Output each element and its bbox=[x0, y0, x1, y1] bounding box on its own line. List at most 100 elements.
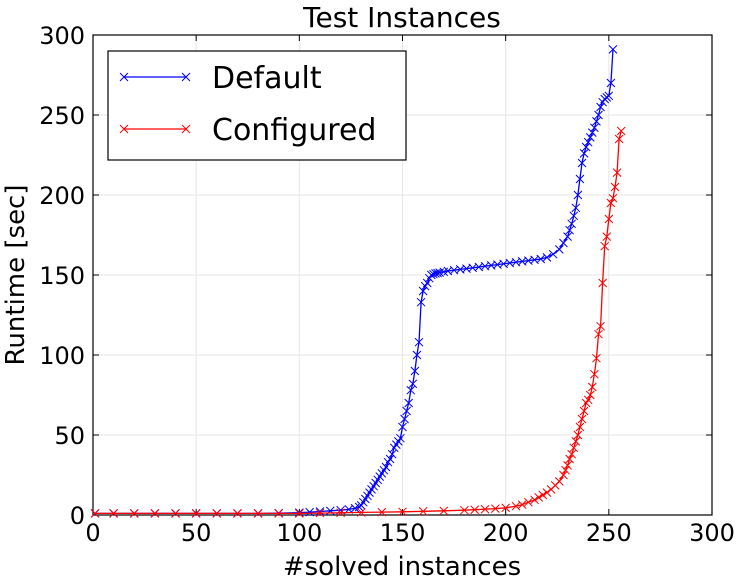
x-tick-label: 0 bbox=[85, 519, 100, 547]
data-point bbox=[563, 232, 572, 241]
data-point bbox=[583, 395, 593, 405]
data-point bbox=[253, 509, 263, 518]
data-point bbox=[592, 117, 601, 126]
data-point bbox=[480, 504, 490, 514]
data-point bbox=[381, 462, 391, 472]
data-point bbox=[616, 126, 626, 136]
y-tick-label: 50 bbox=[54, 422, 85, 450]
data-point bbox=[571, 437, 581, 446]
series-layer bbox=[90, 45, 626, 518]
data-point bbox=[470, 505, 480, 515]
axis-ticks: 0 50 100 150 200 250 300 0 50 100 150 200 250 300 bbox=[39, 22, 735, 547]
data-point bbox=[408, 379, 418, 389]
data-point bbox=[501, 503, 511, 513]
data-point bbox=[274, 509, 284, 518]
data-point bbox=[604, 91, 614, 101]
data-point bbox=[567, 449, 577, 459]
data-point bbox=[233, 509, 242, 518]
data-point bbox=[577, 158, 587, 168]
data-point bbox=[554, 477, 564, 486]
legend-marker bbox=[119, 72, 129, 82]
y-tick-label: 100 bbox=[39, 342, 85, 370]
data-point bbox=[387, 449, 397, 459]
data-point bbox=[418, 286, 428, 296]
data-point bbox=[585, 390, 595, 400]
x-tick-label: 250 bbox=[586, 519, 632, 547]
data-point bbox=[612, 168, 622, 177]
data-point bbox=[404, 398, 414, 408]
data-point bbox=[579, 406, 589, 416]
data-point bbox=[396, 433, 405, 443]
data-point bbox=[150, 509, 160, 518]
data-point bbox=[400, 414, 409, 424]
data-point bbox=[305, 507, 315, 517]
data-point bbox=[587, 382, 597, 392]
legend: Default Configured bbox=[107, 50, 407, 161]
x-tick-label: 50 bbox=[181, 519, 212, 547]
legend-label-default: Default bbox=[212, 61, 322, 96]
data-point bbox=[530, 495, 539, 505]
data-point bbox=[583, 137, 593, 147]
data-point bbox=[517, 500, 527, 509]
data-point bbox=[294, 509, 304, 518]
data-point bbox=[559, 470, 568, 480]
data-point bbox=[129, 509, 139, 518]
data-point bbox=[561, 465, 570, 475]
data-point bbox=[606, 78, 616, 88]
data-point bbox=[604, 214, 614, 224]
legend-marker bbox=[119, 124, 129, 134]
data-point bbox=[606, 198, 616, 208]
data-point bbox=[573, 430, 583, 440]
data-point bbox=[573, 190, 583, 200]
data-point bbox=[565, 454, 574, 464]
data-point bbox=[406, 385, 416, 395]
x-tick-label: 150 bbox=[380, 519, 426, 547]
data-point bbox=[402, 406, 411, 416]
data-point bbox=[571, 203, 581, 213]
data-point bbox=[439, 506, 449, 516]
y-tick-label: 250 bbox=[39, 102, 85, 130]
data-point bbox=[315, 507, 325, 516]
data-point bbox=[565, 225, 574, 235]
data-point bbox=[575, 174, 585, 184]
data-point bbox=[536, 254, 546, 264]
data-point bbox=[600, 241, 610, 251]
data-point bbox=[587, 128, 597, 137]
y-tick-label: 0 bbox=[70, 502, 85, 530]
data-point bbox=[212, 509, 222, 518]
x-tick-label: 300 bbox=[689, 519, 735, 547]
x-tick-label: 200 bbox=[483, 519, 529, 547]
data-point bbox=[569, 443, 579, 453]
data-point bbox=[569, 211, 579, 221]
data-point bbox=[554, 245, 564, 254]
data-point bbox=[594, 329, 603, 339]
data-point bbox=[490, 504, 500, 513]
data-point bbox=[590, 369, 599, 379]
data-point bbox=[336, 508, 345, 518]
legend-marker bbox=[181, 124, 191, 134]
data-point bbox=[581, 142, 591, 152]
data-point bbox=[594, 110, 603, 120]
data-point bbox=[109, 509, 118, 518]
y-axis-title: Runtime [sec] bbox=[1, 185, 31, 366]
data-point bbox=[596, 102, 605, 112]
data-point bbox=[567, 219, 577, 229]
data-point bbox=[542, 253, 552, 262]
data-point bbox=[559, 238, 568, 248]
data-point bbox=[608, 45, 618, 54]
data-point bbox=[610, 182, 620, 192]
data-point bbox=[548, 249, 558, 259]
data-point bbox=[534, 493, 544, 502]
data-point bbox=[414, 337, 424, 347]
y-tick-label: 150 bbox=[39, 262, 85, 290]
data-point bbox=[422, 278, 432, 288]
data-point bbox=[608, 193, 618, 203]
data-point bbox=[191, 509, 201, 518]
x-axis-title: #solved instances bbox=[283, 552, 521, 582]
series-configured bbox=[90, 126, 626, 518]
data-point bbox=[579, 149, 589, 158]
y-tick-label: 300 bbox=[39, 22, 85, 50]
data-point bbox=[590, 123, 599, 133]
legend-marker bbox=[181, 72, 191, 82]
